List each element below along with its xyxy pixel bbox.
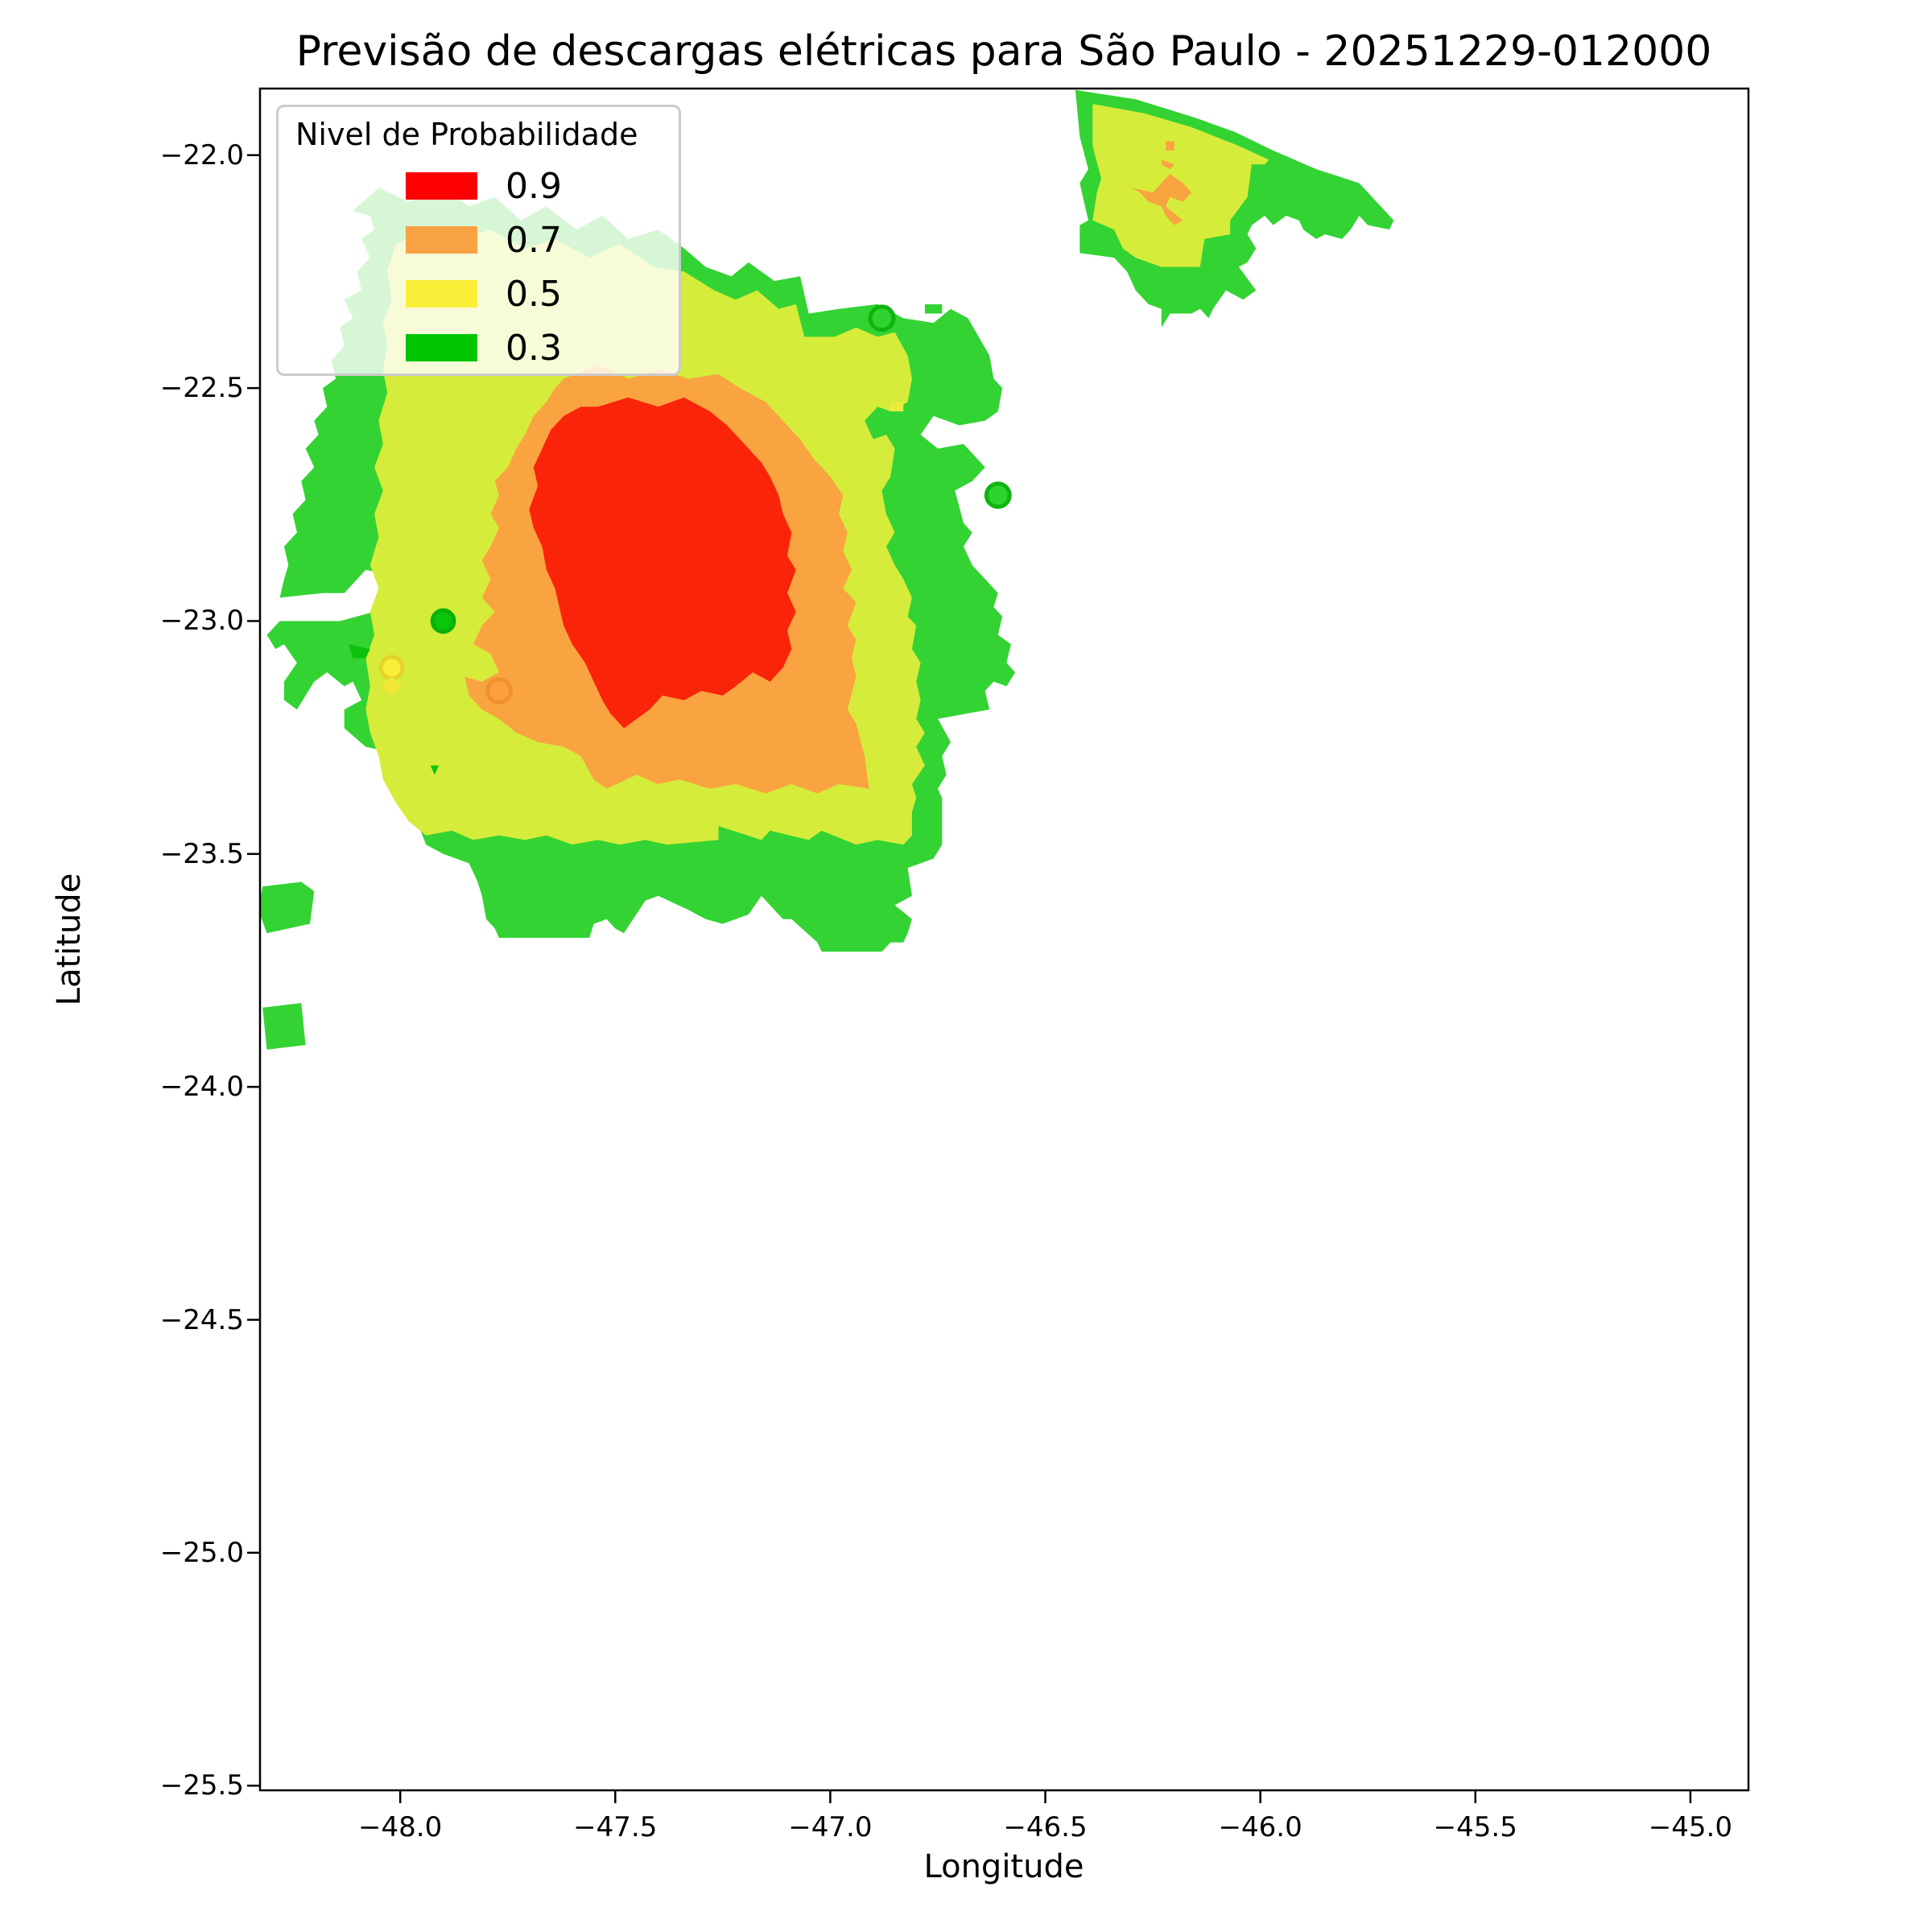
legend-rows: 0.9 0.7 0.5 0.3 [279,159,679,375]
contour-layers [260,89,1394,1050]
y-tick-label: −23.0 [159,605,244,638]
legend-item-label: 0.7 [506,220,562,261]
legend-swatch [406,280,477,308]
x-tick-label: −45.0 [1648,1811,1732,1843]
plot-border [258,87,1750,1792]
prob-0.7-northeast-dot-b [1161,159,1174,170]
x-axis-label: Longitude [923,1848,1084,1885]
prob-0.7-northeast-dot-a [1166,141,1174,151]
prob-0.3-southwest-patch [262,1003,306,1050]
y-tick-label: −24.5 [159,1303,244,1336]
marker-dark-green-quad [349,644,370,658]
marker-yellow-diamond [381,675,402,697]
marker-yellow-ring-dot [378,654,405,681]
y-tick-label: −24.0 [159,1071,244,1104]
legend-item: 0.3 [279,321,679,375]
marker-green-ring-dot-ne [868,304,896,332]
x-tick-label: −45.5 [1433,1811,1517,1843]
y-tick-label: −25.0 [159,1536,244,1569]
marker-orange-dot [485,677,513,705]
y-axis-label: Latitude [51,873,88,1006]
legend-item-label: 0.9 [506,166,562,207]
prob-0.3-west-patch [260,881,315,934]
legend-item-label: 0.3 [506,328,562,369]
x-tick-label: −47.5 [573,1811,658,1843]
legend-swatch [406,334,477,361]
x-tick-label: −46.5 [1003,1811,1088,1843]
legend: Nivel de Probabilidade 0.9 0.7 0.5 0.3 [276,105,681,376]
legend-item: 0.9 [279,159,679,213]
legend-title: Nivel de Probabilidade [295,117,638,152]
y-tick-label: −22.5 [159,372,244,405]
marker-dark-green-triangle [430,765,440,775]
legend-item-label: 0.5 [506,274,562,315]
marker-green-ring-dot-e [984,481,1012,510]
legend-swatch [406,172,477,200]
prob-0.7-northeast-star [1131,173,1192,225]
legend-item: 0.5 [279,267,679,321]
marker-yellow-dash [890,402,904,412]
legend-swatch [406,226,477,254]
x-tick-label: −47.0 [788,1811,873,1843]
figure-title: Previsão de descargas elétricas para São… [295,27,1712,76]
legend-item: 0.7 [279,213,679,267]
marker-dark-green-dot [430,608,456,634]
prob-0.9-main [529,397,796,729]
y-tick-label: −23.5 [159,837,244,870]
y-tick-label: −22.0 [159,138,244,171]
marker-green-dash [924,303,943,314]
x-tick-label: −48.0 [358,1811,443,1843]
y-tick-label: −25.5 [159,1769,244,1802]
x-tick-label: −46.0 [1218,1811,1302,1843]
